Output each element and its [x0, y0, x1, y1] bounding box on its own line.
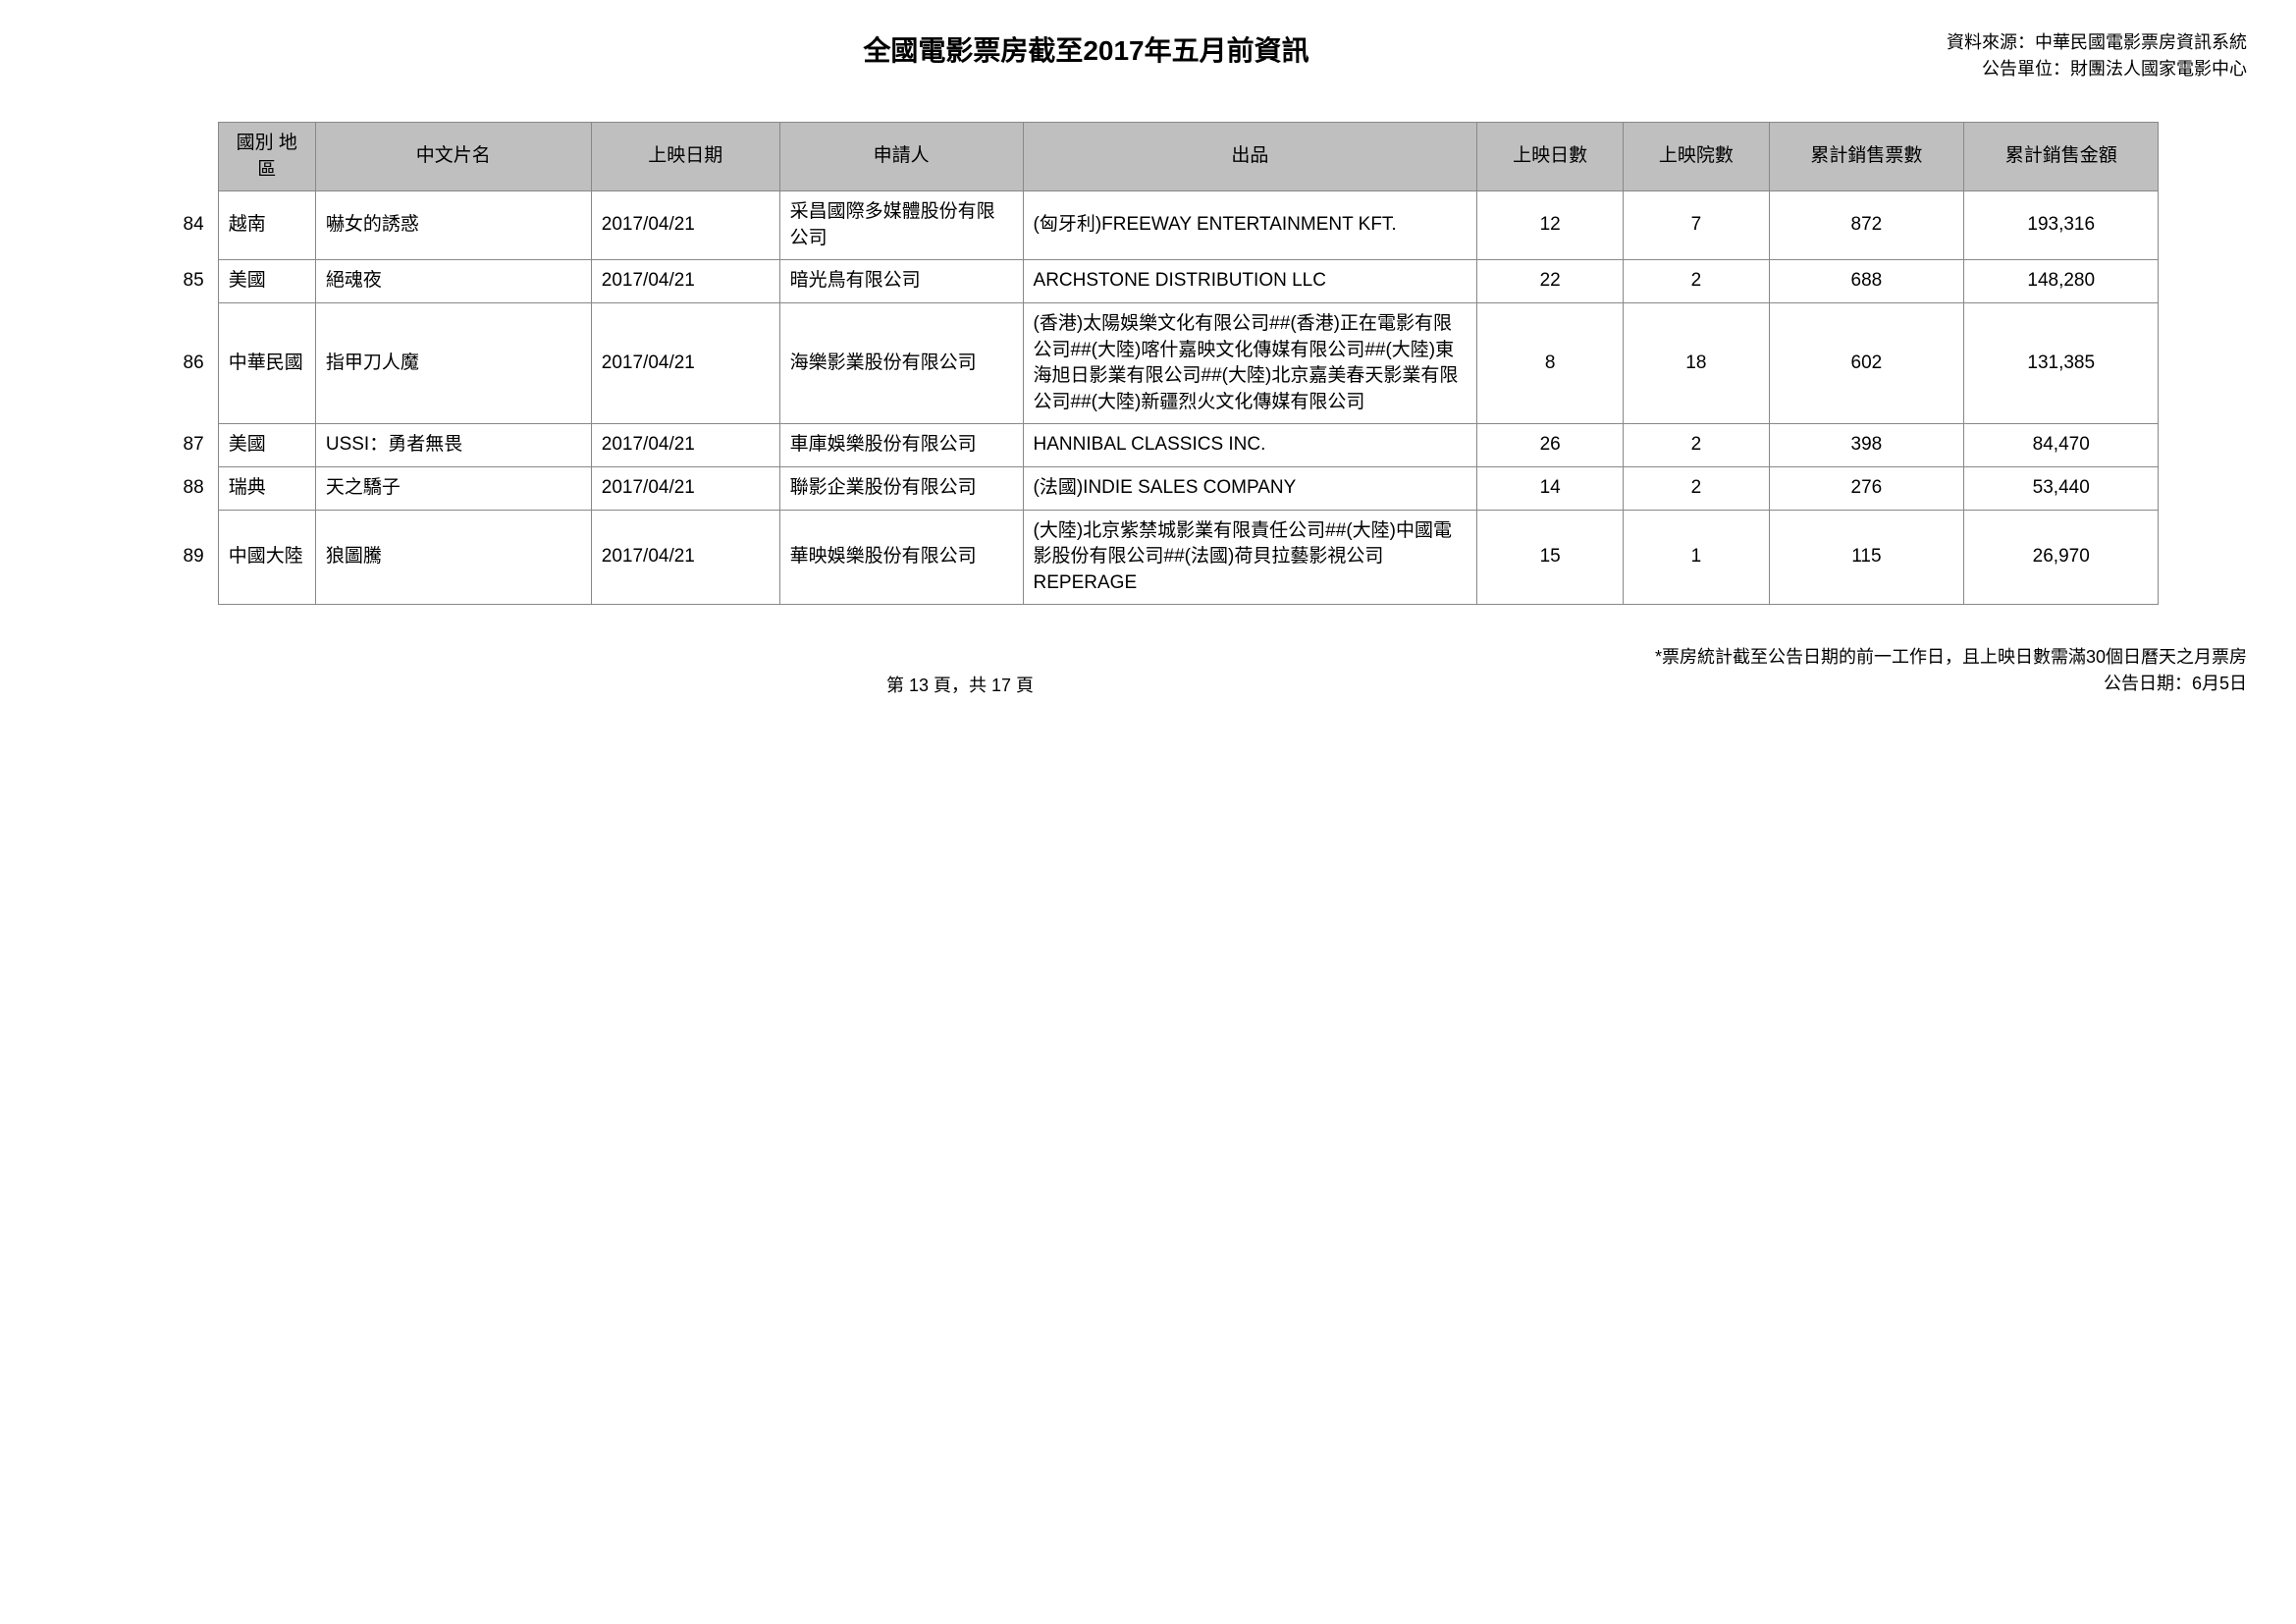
cell-title: 天之驕子	[315, 466, 591, 510]
footer-note-2: 公告日期：6月5日	[1655, 671, 2247, 697]
page-title: 全國電影票房截至2017年五月前資訊	[49, 29, 1947, 69]
cell-theaters: 2	[1624, 466, 1770, 510]
cell-tickets: 115	[1769, 510, 1963, 605]
col-tickets: 累計銷售票數	[1769, 123, 1963, 191]
row-number: 86	[137, 302, 219, 423]
table-row: 89中國大陸狼圖騰2017/04/21華映娛樂股份有限公司(大陸)北京紫禁城影業…	[137, 510, 2159, 605]
cell-applicant: 華映娛樂股份有限公司	[779, 510, 1023, 605]
cell-producer: ARCHSTONE DISTRIBUTION LLC	[1023, 260, 1477, 303]
cell-theaters: 1	[1624, 510, 1770, 605]
source-line-2: 公告單位：財團法人國家電影中心	[1947, 56, 2247, 82]
cell-days: 15	[1477, 510, 1624, 605]
cell-theaters: 18	[1624, 302, 1770, 423]
blank-header	[137, 123, 219, 191]
cell-revenue: 148,280	[1964, 260, 2159, 303]
col-region: 國別 地區	[218, 123, 315, 191]
cell-date: 2017/04/21	[591, 260, 779, 303]
table-body: 84越南嚇女的誘惑2017/04/21采昌國際多媒體股份有限公司(匈牙利)FRE…	[137, 191, 2159, 605]
row-number: 85	[137, 260, 219, 303]
cell-days: 12	[1477, 191, 1624, 260]
cell-days: 22	[1477, 260, 1624, 303]
col-theaters: 上映院數	[1624, 123, 1770, 191]
cell-region: 美國	[218, 424, 315, 467]
cell-applicant: 暗光鳥有限公司	[779, 260, 1023, 303]
cell-revenue: 84,470	[1964, 424, 2159, 467]
cell-tickets: 688	[1769, 260, 1963, 303]
box-office-table: 國別 地區 中文片名 上映日期 申請人 出品 上映日數 上映院數 累計銷售票數 …	[137, 122, 2160, 605]
cell-region: 瑞典	[218, 466, 315, 510]
footer: 第 13 頁，共 17 頁 *票房統計截至公告日期的前一工作日，且上映日數需滿3…	[49, 644, 2247, 697]
source-info: 資料來源：中華民國電影票房資訊系統 公告單位：財團法人國家電影中心	[1947, 29, 2247, 82]
col-title: 中文片名	[315, 123, 591, 191]
col-applicant: 申請人	[779, 123, 1023, 191]
table-row: 87美國USSI：勇者無畏2017/04/21車庫娛樂股份有限公司HANNIBA…	[137, 424, 2159, 467]
cell-producer: HANNIBAL CLASSICS INC.	[1023, 424, 1477, 467]
cell-title: 絕魂夜	[315, 260, 591, 303]
cell-title: 狼圖騰	[315, 510, 591, 605]
footer-notes: *票房統計截至公告日期的前一工作日，且上映日數需滿30個日曆天之月票房 公告日期…	[1655, 644, 2247, 697]
cell-title: 指甲刀人魔	[315, 302, 591, 423]
cell-revenue: 26,970	[1964, 510, 2159, 605]
cell-days: 26	[1477, 424, 1624, 467]
cell-revenue: 131,385	[1964, 302, 2159, 423]
cell-tickets: 872	[1769, 191, 1963, 260]
cell-tickets: 602	[1769, 302, 1963, 423]
cell-revenue: 53,440	[1964, 466, 2159, 510]
cell-date: 2017/04/21	[591, 466, 779, 510]
col-revenue: 累計銷售金額	[1964, 123, 2159, 191]
cell-region: 越南	[218, 191, 315, 260]
cell-producer: (匈牙利)FREEWAY ENTERTAINMENT KFT.	[1023, 191, 1477, 260]
cell-applicant: 聯影企業股份有限公司	[779, 466, 1023, 510]
cell-date: 2017/04/21	[591, 424, 779, 467]
cell-tickets: 276	[1769, 466, 1963, 510]
cell-date: 2017/04/21	[591, 510, 779, 605]
col-producer: 出品	[1023, 123, 1477, 191]
cell-applicant: 海樂影業股份有限公司	[779, 302, 1023, 423]
cell-theaters: 7	[1624, 191, 1770, 260]
col-days: 上映日數	[1477, 123, 1624, 191]
cell-title: 嚇女的誘惑	[315, 191, 591, 260]
row-number: 88	[137, 466, 219, 510]
cell-date: 2017/04/21	[591, 302, 779, 423]
cell-region: 美國	[218, 260, 315, 303]
cell-region: 中華民國	[218, 302, 315, 423]
table-header-row: 國別 地區 中文片名 上映日期 申請人 出品 上映日數 上映院數 累計銷售票數 …	[137, 123, 2159, 191]
cell-applicant: 采昌國際多媒體股份有限公司	[779, 191, 1023, 260]
cell-theaters: 2	[1624, 424, 1770, 467]
page-number: 第 13 頁，共 17 頁	[49, 672, 1655, 697]
table-row: 88瑞典天之驕子2017/04/21聯影企業股份有限公司(法國)INDIE SA…	[137, 466, 2159, 510]
table-container: 國別 地區 中文片名 上映日期 申請人 出品 上映日數 上映院數 累計銷售票數 …	[49, 122, 2247, 605]
cell-region: 中國大陸	[218, 510, 315, 605]
footer-note-1: *票房統計截至公告日期的前一工作日，且上映日數需滿30個日曆天之月票房	[1655, 644, 2247, 671]
cell-producer: (法國)INDIE SALES COMPANY	[1023, 466, 1477, 510]
table-row: 84越南嚇女的誘惑2017/04/21采昌國際多媒體股份有限公司(匈牙利)FRE…	[137, 191, 2159, 260]
cell-days: 14	[1477, 466, 1624, 510]
source-line-1: 資料來源：中華民國電影票房資訊系統	[1947, 29, 2247, 56]
cell-date: 2017/04/21	[591, 191, 779, 260]
header: 全國電影票房截至2017年五月前資訊 資料來源：中華民國電影票房資訊系統 公告單…	[49, 29, 2247, 82]
cell-days: 8	[1477, 302, 1624, 423]
cell-theaters: 2	[1624, 260, 1770, 303]
cell-revenue: 193,316	[1964, 191, 2159, 260]
cell-applicant: 車庫娛樂股份有限公司	[779, 424, 1023, 467]
cell-producer: (香港)太陽娛樂文化有限公司##(香港)正在電影有限公司##(大陸)喀什嘉映文化…	[1023, 302, 1477, 423]
cell-title: USSI：勇者無畏	[315, 424, 591, 467]
col-date: 上映日期	[591, 123, 779, 191]
row-number: 87	[137, 424, 219, 467]
row-number: 84	[137, 191, 219, 260]
row-number: 89	[137, 510, 219, 605]
cell-producer: (大陸)北京紫禁城影業有限責任公司##(大陸)中國電影股份有限公司##(法國)荷…	[1023, 510, 1477, 605]
table-row: 85美國絕魂夜2017/04/21暗光鳥有限公司ARCHSTONE DISTRI…	[137, 260, 2159, 303]
cell-tickets: 398	[1769, 424, 1963, 467]
table-row: 86中華民國指甲刀人魔2017/04/21海樂影業股份有限公司(香港)太陽娛樂文…	[137, 302, 2159, 423]
